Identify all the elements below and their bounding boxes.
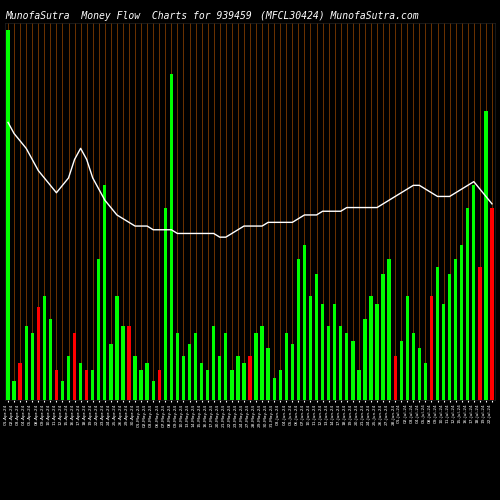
Bar: [400, 341, 403, 400]
Bar: [376, 304, 378, 400]
Bar: [290, 344, 294, 400]
Bar: [315, 274, 318, 400]
Bar: [309, 296, 312, 400]
Bar: [79, 363, 82, 400]
Bar: [188, 344, 191, 400]
Bar: [388, 260, 391, 400]
Bar: [182, 356, 185, 400]
Bar: [67, 356, 70, 400]
Bar: [278, 370, 282, 400]
Bar: [6, 30, 10, 400]
Bar: [128, 326, 130, 400]
Bar: [460, 244, 464, 400]
Bar: [454, 260, 458, 400]
Bar: [394, 356, 397, 400]
Bar: [85, 370, 88, 400]
Bar: [272, 378, 276, 400]
Bar: [484, 112, 488, 400]
Bar: [364, 318, 366, 400]
Bar: [339, 326, 342, 400]
Bar: [296, 260, 300, 400]
Bar: [357, 370, 360, 400]
Text: (MFCL30424) MunofaSutra.com: (MFCL30424) MunofaSutra.com: [260, 11, 418, 21]
Bar: [48, 318, 52, 400]
Bar: [412, 334, 415, 400]
Bar: [424, 363, 427, 400]
Bar: [382, 274, 384, 400]
Bar: [254, 334, 258, 400]
Bar: [206, 370, 210, 400]
Bar: [260, 326, 264, 400]
Bar: [406, 296, 409, 400]
Bar: [242, 363, 246, 400]
Bar: [370, 296, 372, 400]
Bar: [36, 308, 40, 400]
Bar: [176, 334, 179, 400]
Bar: [466, 208, 469, 400]
Bar: [109, 344, 112, 400]
Bar: [91, 370, 94, 400]
Bar: [321, 304, 324, 400]
Bar: [97, 260, 100, 400]
Bar: [140, 370, 143, 400]
Bar: [224, 334, 228, 400]
Text: MunofaSutra  Money Flow  Charts for 939459: MunofaSutra Money Flow Charts for 939459: [5, 11, 252, 21]
Bar: [448, 274, 452, 400]
Bar: [164, 208, 167, 400]
Bar: [12, 382, 16, 400]
Bar: [115, 296, 118, 400]
Bar: [236, 356, 240, 400]
Bar: [472, 186, 476, 400]
Bar: [430, 296, 433, 400]
Bar: [351, 341, 354, 400]
Bar: [478, 267, 482, 400]
Bar: [146, 363, 149, 400]
Bar: [152, 382, 155, 400]
Bar: [436, 267, 439, 400]
Bar: [42, 296, 46, 400]
Bar: [103, 186, 106, 400]
Bar: [73, 334, 76, 400]
Bar: [333, 304, 336, 400]
Bar: [248, 356, 252, 400]
Bar: [442, 304, 445, 400]
Bar: [218, 356, 222, 400]
Bar: [158, 370, 161, 400]
Bar: [55, 370, 58, 400]
Bar: [134, 356, 136, 400]
Bar: [345, 334, 348, 400]
Bar: [418, 348, 421, 400]
Bar: [61, 382, 64, 400]
Bar: [230, 370, 234, 400]
Bar: [18, 363, 22, 400]
Bar: [266, 348, 270, 400]
Bar: [212, 326, 216, 400]
Bar: [303, 244, 306, 400]
Bar: [327, 326, 330, 400]
Bar: [284, 334, 288, 400]
Bar: [122, 326, 124, 400]
Bar: [200, 363, 203, 400]
Bar: [490, 208, 494, 400]
Bar: [194, 334, 197, 400]
Bar: [24, 326, 28, 400]
Bar: [170, 74, 173, 400]
Bar: [30, 334, 34, 400]
